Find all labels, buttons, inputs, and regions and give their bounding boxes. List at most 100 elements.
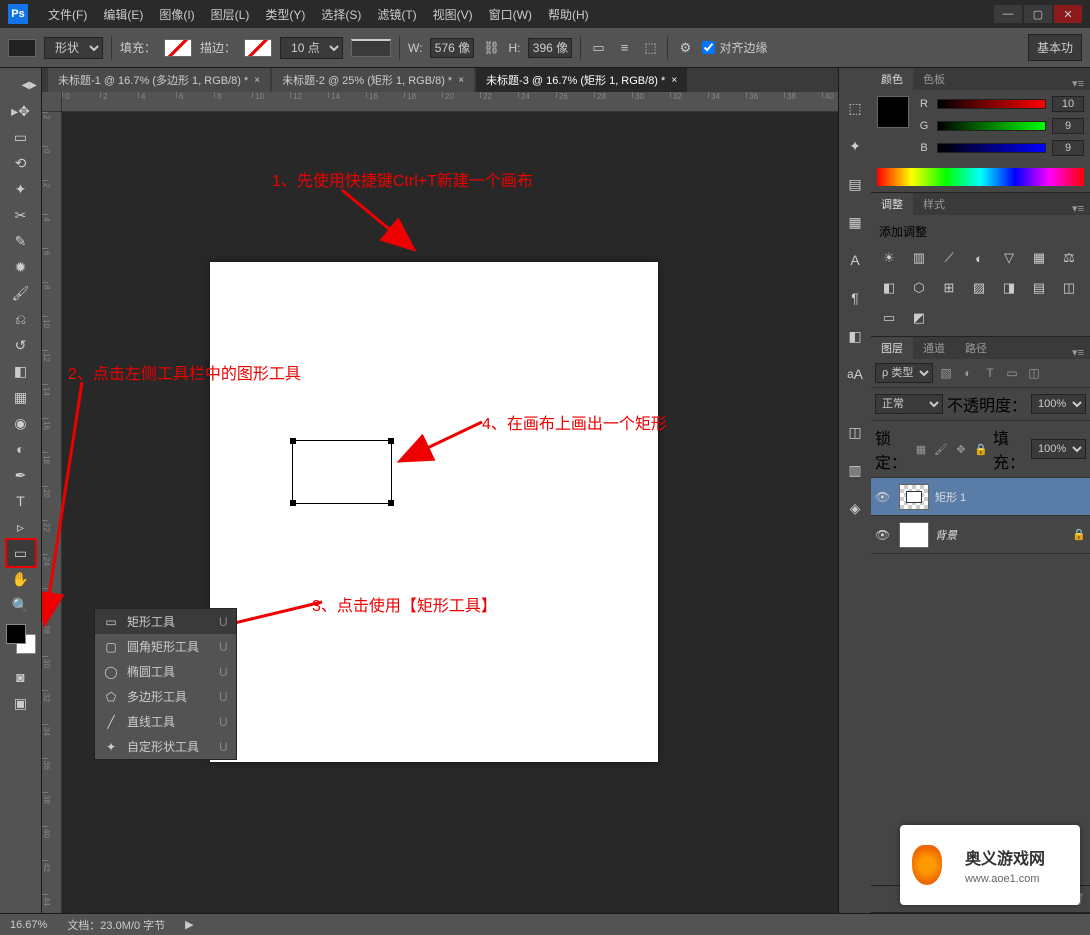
blur-tool[interactable]: ◉ <box>7 410 35 436</box>
r-slider[interactable] <box>937 99 1046 109</box>
flyout-item[interactable]: ▭矩形工具U <box>95 609 236 634</box>
threshold-icon[interactable]: ◫ <box>1059 278 1079 298</box>
panel-icon-actions[interactable]: ✦ <box>845 136 865 156</box>
fill-opacity-select[interactable]: 100% <box>1031 439 1086 459</box>
handle-top-left[interactable] <box>290 438 296 444</box>
panel-icon-nav[interactable]: aA <box>845 364 865 384</box>
b-slider[interactable] <box>937 143 1046 153</box>
colorlookup-icon[interactable]: ▨ <box>969 278 989 298</box>
shape-tool[interactable]: ▭ <box>7 540 35 566</box>
menu-item[interactable]: 视图(V) <box>425 6 481 23</box>
handle-bottom-left[interactable] <box>290 500 296 506</box>
bw-icon[interactable]: ◧ <box>879 278 899 298</box>
panel-icon-layers[interactable]: ◫ <box>845 422 865 442</box>
panel-menu-icon[interactable]: ▾≡ <box>1066 202 1090 215</box>
history-brush-tool[interactable]: ↺ <box>7 332 35 358</box>
blend-mode-select[interactable]: 正常 <box>875 394 943 414</box>
tool-preset-icon[interactable] <box>8 39 36 57</box>
panel-icon-history[interactable]: ⬚ <box>845 98 865 118</box>
invert-icon[interactable]: ◨ <box>999 278 1019 298</box>
stroke-width-select[interactable]: 10 点 <box>280 37 343 59</box>
dodge-tool[interactable]: ◐ <box>7 436 35 462</box>
brush-tool[interactable]: 🖌 <box>7 280 35 306</box>
flyout-item[interactable]: ⬠多边形工具U <box>95 684 236 709</box>
hue-icon[interactable]: ▦ <box>1029 248 1049 268</box>
adjustments-tab[interactable]: 调整 <box>871 193 913 215</box>
g-slider[interactable] <box>937 121 1046 131</box>
g-value[interactable]: 9 <box>1052 118 1084 134</box>
layer-name[interactable]: 矩形 1 <box>935 489 966 505</box>
stroke-swatch[interactable] <box>244 39 272 57</box>
visibility-icon[interactable]: 👁 <box>875 490 893 504</box>
align-icon[interactable]: ≡ <box>615 39 633 57</box>
link-wh-icon[interactable]: ⛓ <box>482 39 500 57</box>
menu-item[interactable]: 选择(S) <box>313 6 369 23</box>
lock-position-icon[interactable]: ✥ <box>953 441 969 457</box>
panel-icon-channels[interactable]: ▥ <box>845 460 865 480</box>
panel-icon-brushes[interactable]: ▤ <box>845 174 865 194</box>
clone-stamp-tool[interactable]: ⎌ <box>7 306 35 332</box>
lock-pixels-icon[interactable]: ▦ <box>913 441 929 457</box>
type-tool[interactable]: T <box>7 488 35 514</box>
menu-item[interactable]: 滤镜(T) <box>369 6 424 23</box>
lock-all-icon[interactable]: 🔒 <box>973 441 989 457</box>
colorbalance-icon[interactable]: ⚖ <box>1059 248 1079 268</box>
tab-close-icon[interactable]: × <box>254 75 260 86</box>
document-tab[interactable]: 未标题-1 @ 16.7% (多边形 1, RGB/8) *× <box>48 68 270 92</box>
layer-filter-kind[interactable]: ρ 类型 <box>875 363 933 383</box>
menu-item[interactable]: 图像(I) <box>151 6 202 23</box>
document-tab[interactable]: 未标题-3 @ 16.7% (矩形 1, RGB/8) *× <box>476 68 687 92</box>
workspace-button[interactable]: 基本功 <box>1028 34 1082 61</box>
screenmode-tool[interactable]: ▣ <box>7 690 35 716</box>
brightness-icon[interactable]: ☀ <box>879 248 899 268</box>
menu-item[interactable]: 帮助(H) <box>540 6 597 23</box>
color-swatches[interactable] <box>6 624 36 654</box>
canvas[interactable] <box>210 262 658 762</box>
height-input[interactable] <box>528 38 572 58</box>
panel-menu-icon[interactable]: ▾≡ <box>1066 346 1090 359</box>
layers-tab[interactable]: 图层 <box>871 337 913 359</box>
menu-item[interactable]: 类型(Y) <box>257 6 313 23</box>
shape-mode-select[interactable]: 形状 <box>44 37 103 59</box>
flyout-item[interactable]: ▢圆角矩形工具U <box>95 634 236 659</box>
maximize-button[interactable]: ▢ <box>1024 5 1052 23</box>
filter-smart-icon[interactable]: ◫ <box>1025 364 1043 382</box>
arrange-icon[interactable]: ⬚ <box>641 39 659 57</box>
align-edges-checkbox[interactable]: 对齐边缘 <box>702 39 767 56</box>
color-fg-swatch[interactable] <box>877 96 909 128</box>
layer-row-background[interactable]: 👁 背景 🔒 <box>871 516 1090 554</box>
lock-icon[interactable]: 🔒 <box>1072 528 1086 541</box>
selective-icon[interactable]: ◩ <box>909 308 929 328</box>
menu-item[interactable]: 窗口(W) <box>481 6 540 23</box>
b-value[interactable]: 9 <box>1052 140 1084 156</box>
flyout-item[interactable]: ╱直线工具U <box>95 709 236 734</box>
fill-swatch[interactable] <box>164 39 192 57</box>
panel-menu-icon[interactable]: ▾≡ <box>1066 77 1090 90</box>
zoom-level[interactable]: 16.67% <box>10 919 47 931</box>
gear-icon[interactable]: ⚙ <box>676 39 694 57</box>
levels-icon[interactable]: ▥ <box>909 248 929 268</box>
styles-tab[interactable]: 样式 <box>913 193 955 215</box>
opacity-select[interactable]: 100% <box>1031 394 1086 414</box>
r-value[interactable]: 10 <box>1052 96 1084 112</box>
color-tab[interactable]: 颜色 <box>871 68 913 90</box>
panel-icon-char[interactable]: A <box>845 250 865 270</box>
stroke-style[interactable] <box>351 39 391 57</box>
magic-wand-tool[interactable]: ✦ <box>7 176 35 202</box>
filter-adj-icon[interactable]: ◐ <box>959 364 977 382</box>
eyedropper-tool[interactable]: ✎ <box>7 228 35 254</box>
menu-item[interactable]: 编辑(E) <box>95 6 151 23</box>
gradient-tool[interactable]: ▦ <box>7 384 35 410</box>
swatches-tab[interactable]: 色板 <box>913 68 955 90</box>
layer-row-shape[interactable]: 👁 矩形 1 <box>871 478 1090 516</box>
filter-type-icon[interactable]: T <box>981 364 999 382</box>
path-select-tool[interactable]: ▹ <box>7 514 35 540</box>
channelmixer-icon[interactable]: ⊞ <box>939 278 959 298</box>
crop-tool[interactable]: ✂ <box>7 202 35 228</box>
minimize-button[interactable]: — <box>994 5 1022 23</box>
layer-thumbnail[interactable] <box>899 522 929 548</box>
panel-icon-paths[interactable]: ◈ <box>845 498 865 518</box>
lock-brush-icon[interactable]: 🖌 <box>933 441 949 457</box>
move-tool[interactable]: ▸✥ <box>7 98 35 124</box>
layer-name[interactable]: 背景 <box>935 527 957 543</box>
